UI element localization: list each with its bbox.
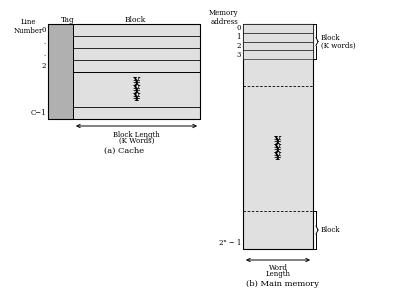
Bar [243, 33, 313, 42]
Text: 0: 0 [42, 26, 46, 34]
Text: 2: 2 [42, 62, 46, 70]
Text: Tag: Tag [61, 16, 75, 24]
Text: ¥: ¥ [274, 135, 282, 146]
Text: C−1: C−1 [30, 109, 46, 117]
Text: (a) Cache: (a) Cache [104, 147, 144, 155]
Bar [48, 24, 200, 119]
Text: ¥: ¥ [133, 76, 140, 87]
Bar [73, 107, 200, 119]
Text: Block: Block [124, 16, 145, 24]
Text: Line
Number: Line Number [13, 18, 43, 35]
Text: (K Words): (K Words) [119, 137, 154, 145]
Text: Length: Length [265, 270, 290, 278]
Bar [243, 24, 313, 33]
Text: ¥: ¥ [133, 84, 140, 95]
Text: ¥: ¥ [274, 143, 282, 154]
Bar [243, 50, 313, 59]
Text: .: . [44, 38, 46, 46]
Text: Memory
address: Memory address [208, 9, 238, 26]
Text: ¥: ¥ [274, 151, 282, 162]
Bar [243, 42, 313, 50]
Bar [73, 48, 200, 60]
Text: 2: 2 [236, 42, 241, 50]
Text: 1: 1 [236, 33, 241, 41]
Bar [73, 72, 200, 107]
Text: Block: Block [321, 33, 341, 42]
Text: Block: Block [321, 226, 341, 234]
Bar [73, 36, 200, 48]
Text: (b) Main memory: (b) Main memory [246, 280, 320, 288]
Bar [73, 24, 200, 36]
Bar [48, 24, 73, 119]
Bar [243, 24, 313, 249]
Text: 2ⁿ − 1: 2ⁿ − 1 [219, 239, 241, 247]
Text: 3: 3 [237, 51, 241, 59]
Text: .: . [44, 50, 46, 58]
Text: Block Length: Block Length [113, 131, 160, 139]
Text: (K words): (K words) [321, 42, 356, 50]
Text: Word: Word [269, 264, 287, 272]
Text: ¥: ¥ [133, 92, 140, 103]
Text: 0: 0 [236, 24, 241, 32]
Bar [73, 60, 200, 72]
